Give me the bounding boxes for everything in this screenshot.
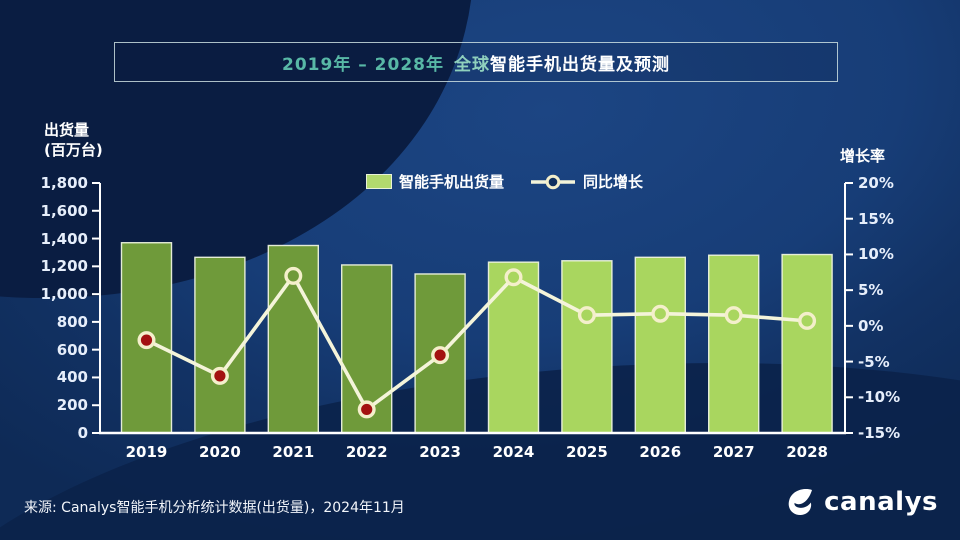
left-axis-title-line1: 出货量: [44, 121, 90, 139]
growth-marker-2020: [210, 366, 229, 385]
year-label-2020: 2020: [199, 443, 241, 461]
growth-marker-2023: [431, 346, 450, 365]
right-tick-label: -10%: [858, 388, 901, 407]
chart-title-text: 智能手机出货量及预测: [489, 54, 670, 75]
legend-shipments-label: 智能手机出货量: [399, 173, 505, 191]
right-tick-label: 15%: [858, 209, 894, 228]
canalys-logo: canalys: [784, 486, 938, 518]
legend-growth-label: 同比增长: [583, 173, 644, 191]
right-tick-label: -5%: [858, 352, 890, 371]
growth-line: [144, 274, 809, 412]
left-tick-label: 1,800: [40, 174, 88, 192]
right-tick-label: 20%: [858, 174, 894, 192]
chart-title-range: 2019年 – 2028年: [282, 54, 444, 75]
legend-item-shipments: 智能手机出货量: [366, 171, 504, 192]
right-tick-label: 5%: [858, 281, 884, 300]
bar-2026: [634, 256, 686, 434]
year-label-2023: 2023: [419, 443, 461, 461]
chart-title-scope: 全球: [453, 54, 490, 75]
chart-title: 2019年 – 2028年 全球 智能手机出货量及预测: [114, 42, 838, 82]
growth-marker-2028: [798, 311, 817, 330]
year-label-2027: 2027: [712, 443, 755, 461]
canalys-logo-icon: [788, 489, 813, 516]
bar-2025: [561, 260, 613, 434]
year-label-2026: 2026: [639, 443, 682, 461]
growth-marker-2025: [577, 306, 596, 325]
left-tick-label: 1,000: [40, 285, 88, 304]
canalys-wordmark: canalys: [824, 487, 938, 517]
left-tick-label: 800: [56, 312, 88, 331]
right-tick-label: 0%: [858, 316, 884, 335]
left-tick-label: 600: [56, 340, 88, 359]
source-note: 来源: Canalys智能手机分析统计数据(出货量)，2024年11月: [24, 500, 405, 516]
left-axis-title: 出货量 (百万台): [44, 120, 103, 160]
year-label-2024: 2024: [492, 443, 535, 461]
growth-marker-2027: [724, 306, 743, 325]
right-axis-title: 增长率: [840, 147, 886, 165]
growth-marker-2024: [504, 268, 523, 287]
left-tick-label: 400: [56, 368, 88, 387]
growth-marker-2022: [357, 400, 376, 419]
left-tick-label: 1,600: [40, 201, 88, 220]
left-tick-label: 0: [77, 424, 88, 442]
legend: 智能手机出货量 同比增长: [366, 171, 643, 192]
left-axis-title-line2: (百万台): [44, 141, 103, 159]
left-tick-label: 1,200: [40, 257, 88, 276]
year-label-2022: 2022: [345, 443, 388, 461]
year-label-2021: 2021: [272, 443, 315, 461]
line-marker-icon: [531, 174, 576, 189]
bar-2027: [708, 254, 760, 434]
year-label-2028: 2028: [786, 443, 828, 461]
growth-marker-2019: [137, 331, 156, 350]
right-tick-label: -15%: [858, 424, 901, 442]
bar-2020: [194, 256, 246, 434]
growth-marker-2021: [284, 266, 303, 285]
left-tick-label: 200: [56, 396, 88, 415]
growth-marker-2026: [651, 304, 670, 323]
year-label-2025: 2025: [566, 443, 608, 461]
legend-item-growth: 同比增长: [530, 171, 643, 192]
left-tick-label: 1,400: [40, 229, 88, 248]
bar-swatch-icon: [366, 174, 392, 189]
bar-2028: [781, 253, 833, 434]
year-label-2019: 2019: [125, 443, 168, 461]
right-tick-label: 10%: [858, 245, 894, 264]
